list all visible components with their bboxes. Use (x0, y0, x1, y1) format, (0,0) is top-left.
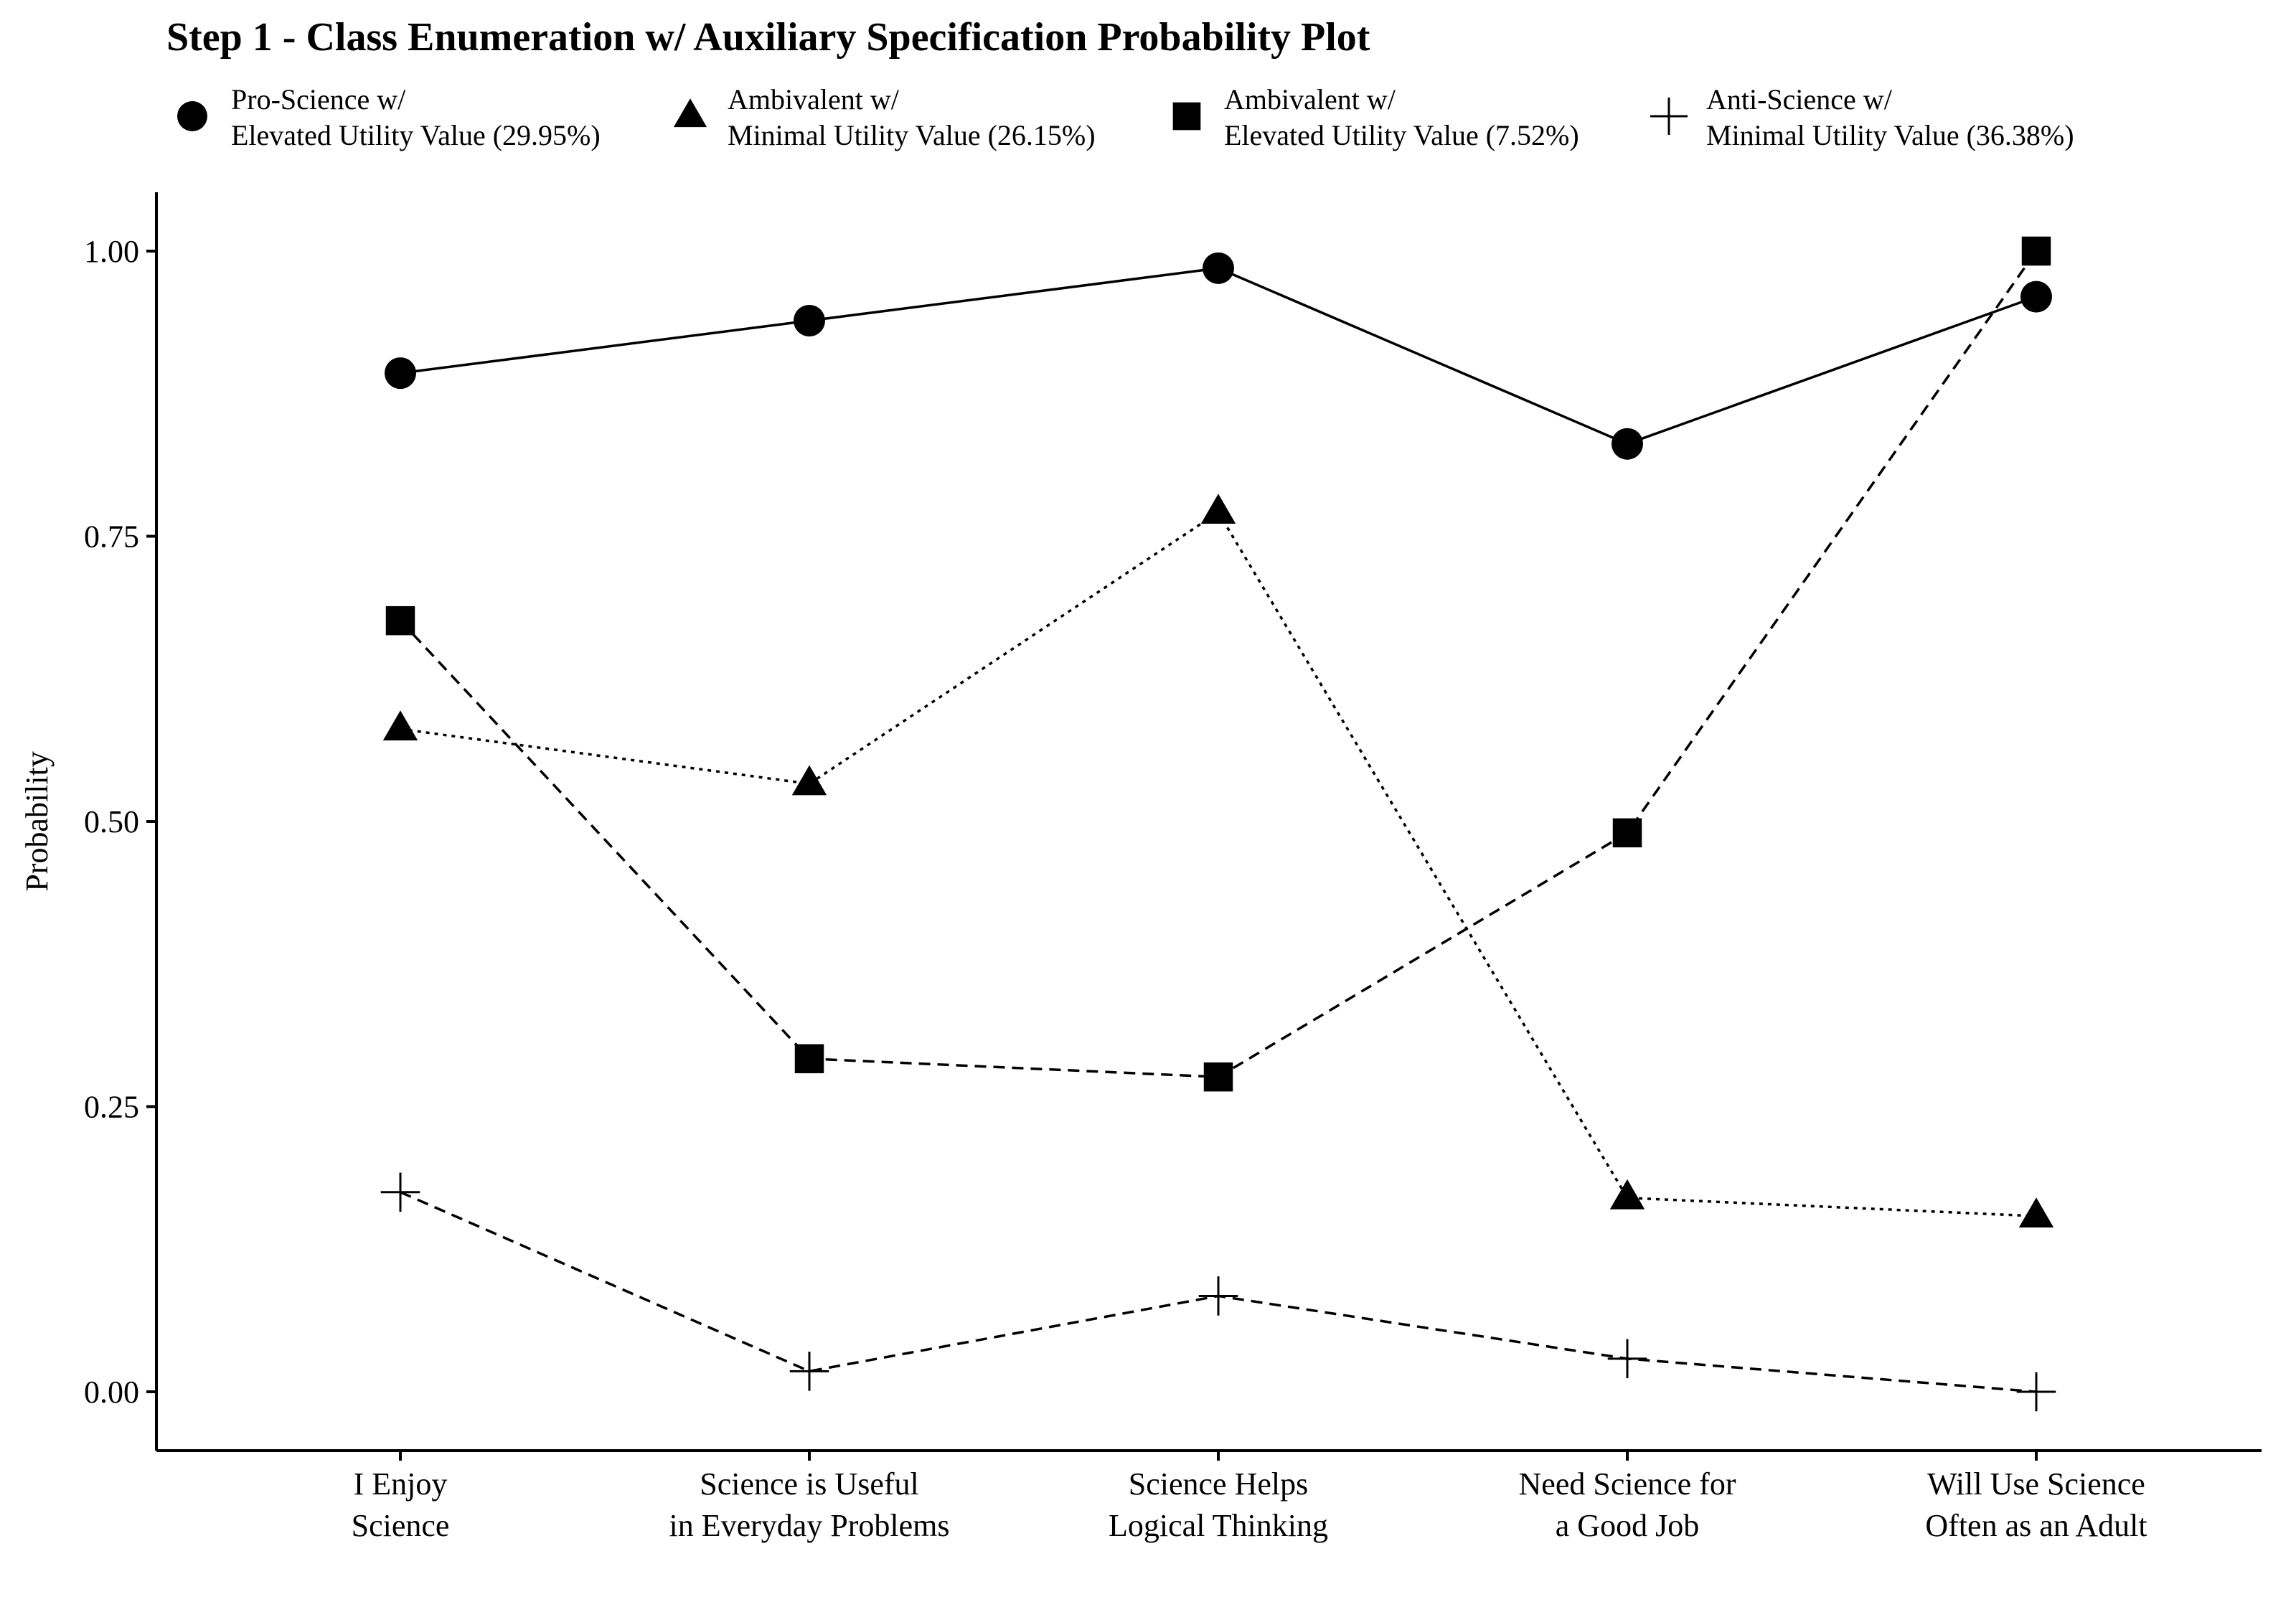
legend-item: Ambivalent w/Elevated Utility Value (7.5… (1172, 83, 1579, 151)
legend-item: Anti-Science w/Minimal Utility Value (36… (1650, 83, 2074, 151)
data-point-plus (789, 1352, 829, 1391)
axes: 0.00 0.25 0.50 0.75 1.00 I Enjoy Science Scienc… (19, 192, 2262, 1543)
data-point-triangle (1609, 1179, 1645, 1210)
data-point-plus (380, 1172, 420, 1212)
series-line (399, 250, 2038, 1078)
chart-title-group: Step 1 - Class Enumeration w/ Auxiliary … (166, 15, 1370, 60)
legend-key-circle (177, 101, 207, 131)
y-tick-label: 1.00 (84, 234, 139, 269)
series-plus (380, 1172, 2056, 1412)
y-tick-label: 0.25 (84, 1090, 139, 1125)
legend-key-triangle (673, 98, 707, 128)
data-point-square (2021, 236, 2051, 266)
y-tick-label: 0.75 (84, 519, 139, 555)
series-square (385, 236, 2051, 1092)
y-tick-label: 0.50 (84, 804, 139, 839)
data-point-plus (1607, 1339, 1647, 1379)
data-point-triangle (791, 765, 827, 796)
data-point-triangle (1200, 494, 1236, 524)
data-point-square (1203, 1062, 1233, 1092)
data-point-circle (1203, 252, 1234, 284)
y-axis-title: Probability (19, 751, 55, 892)
legend-label: Ambivalent w/Elevated Utility Value (7.5… (1224, 83, 1579, 151)
legend-label: Ambivalent w/Minimal Utility Value (26.1… (728, 83, 1096, 151)
series-circle (385, 252, 2052, 460)
data-point-circle (794, 304, 825, 336)
data-point-square (385, 605, 415, 636)
data-point-square (794, 1044, 824, 1073)
series-triangle (382, 494, 2054, 1228)
series-group (380, 236, 2056, 1412)
legend: Pro-Science w/Elevated Utility Value (29… (177, 83, 2074, 151)
data-point-circle (2020, 281, 2052, 313)
legend-label: Pro-Science w/Elevated Utility Value (29… (231, 83, 601, 151)
x-tick-label: Need Science for a Good Job (1519, 1466, 1736, 1543)
data-point-plus (2016, 1372, 2056, 1412)
y-tick-label: 0.00 (84, 1375, 139, 1410)
x-tick-label: Science Helps Logical Thinking (1109, 1466, 1328, 1543)
legend-key-plus (1650, 97, 1688, 136)
data-point-triangle (382, 710, 418, 741)
legend-label: Anti-Science w/Minimal Utility Value (36… (1706, 83, 2074, 151)
x-tick-label: I Enjoy Science (352, 1466, 450, 1543)
data-point-circle (1612, 428, 1643, 460)
x-tick-label: Science is Useful in Everyday Problems (669, 1466, 949, 1543)
legend-item: Ambivalent w/Minimal Utility Value (26.1… (673, 83, 1096, 151)
data-point-square (1612, 818, 1642, 848)
legend-item: Pro-Science w/Elevated Utility Value (29… (177, 83, 601, 151)
data-point-plus (1198, 1276, 1238, 1316)
legend-key-square (1172, 102, 1201, 131)
series-line (400, 267, 2037, 446)
data-point-circle (385, 357, 416, 390)
chart-title: Step 1 - Class Enumeration w/ Auxiliary … (166, 15, 1370, 60)
data-point-triangle (2018, 1197, 2054, 1228)
x-tick-label: Will Use Science Often as an Adult (1925, 1466, 2147, 1543)
series-line (400, 510, 2037, 1217)
